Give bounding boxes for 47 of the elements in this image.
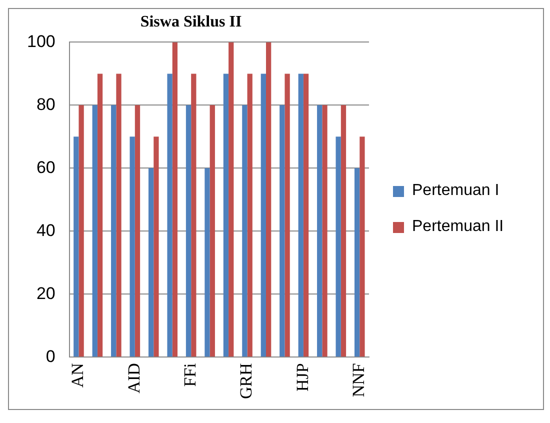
bar bbox=[284, 74, 290, 357]
x-tick-label: HJP bbox=[292, 363, 312, 392]
y-tick-label: 20 bbox=[36, 284, 56, 303]
bar bbox=[134, 105, 140, 357]
y-tick-label: 60 bbox=[36, 158, 56, 177]
bar bbox=[191, 74, 196, 357]
x-tick-label: GRH bbox=[236, 363, 256, 400]
bar bbox=[204, 168, 210, 357]
bar bbox=[340, 105, 346, 357]
bar bbox=[223, 74, 229, 357]
bar bbox=[322, 105, 328, 357]
bar bbox=[97, 74, 103, 357]
x-tick-label: NNF bbox=[349, 363, 368, 398]
bar bbox=[298, 74, 304, 357]
bar bbox=[130, 136, 135, 357]
y-tick-label: 40 bbox=[36, 220, 56, 240]
x-tick-label: AID bbox=[124, 363, 144, 394]
bar bbox=[303, 74, 309, 357]
x-tick-label: AN bbox=[68, 363, 88, 388]
bar bbox=[354, 168, 360, 357]
chart-title: Siswa Siklus II bbox=[140, 14, 242, 31]
bar bbox=[360, 136, 365, 357]
bar bbox=[92, 105, 98, 357]
bar bbox=[266, 42, 272, 357]
bar bbox=[242, 105, 248, 357]
bar bbox=[116, 74, 122, 357]
legend-label: Pertemuan I bbox=[412, 182, 500, 200]
bar bbox=[167, 74, 172, 357]
bar bbox=[317, 105, 322, 357]
x-tick-label: FFi bbox=[180, 362, 200, 387]
bar bbox=[228, 42, 234, 357]
bar bbox=[210, 105, 215, 357]
bar bbox=[154, 136, 159, 357]
bar bbox=[74, 136, 79, 357]
bar bbox=[280, 105, 285, 357]
bar bbox=[111, 105, 116, 357]
bar bbox=[247, 74, 252, 357]
bar bbox=[172, 42, 178, 357]
bar bbox=[78, 105, 84, 357]
bar bbox=[186, 105, 192, 357]
y-tick-label: 100 bbox=[26, 32, 56, 51]
legend-label: Pertemuan II bbox=[412, 218, 504, 236]
bar bbox=[260, 74, 266, 357]
y-tick-label: 80 bbox=[36, 94, 56, 114]
bar bbox=[336, 136, 341, 357]
y-tick-label: 0 bbox=[46, 346, 56, 366]
bar bbox=[148, 168, 154, 357]
